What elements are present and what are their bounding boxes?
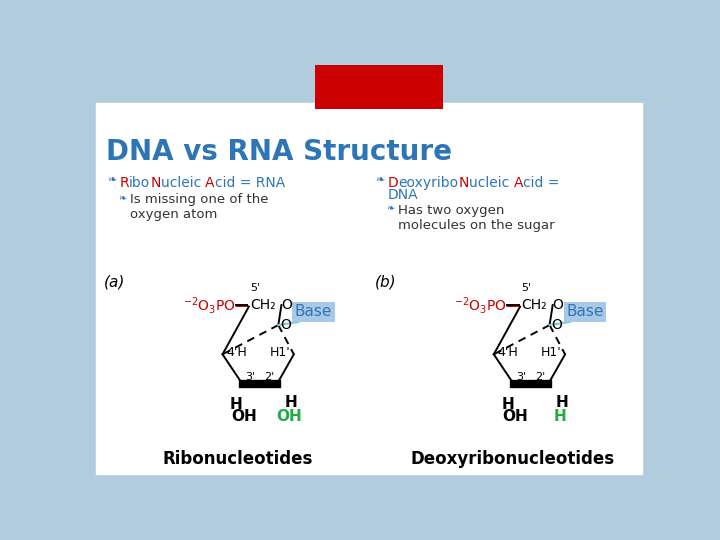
Text: ❧: ❧: [107, 174, 117, 185]
Text: H: H: [554, 409, 567, 424]
Text: ibo: ibo: [129, 177, 150, 191]
FancyBboxPatch shape: [315, 65, 443, 110]
Text: ❧: ❧: [375, 174, 384, 185]
Text: N: N: [459, 177, 469, 191]
Text: 4'H: 4'H: [226, 346, 247, 359]
Text: ❧: ❧: [387, 204, 395, 214]
Text: R: R: [120, 177, 129, 191]
Text: N: N: [150, 177, 161, 191]
Text: H: H: [284, 395, 297, 410]
Text: cid = RNA: cid = RNA: [215, 177, 285, 191]
Text: H1': H1': [541, 346, 562, 359]
Text: Deoxyribonucleotides: Deoxyribonucleotides: [410, 450, 614, 468]
Text: CH₂: CH₂: [522, 298, 547, 312]
Text: O: O: [282, 298, 292, 312]
Text: H: H: [556, 395, 568, 410]
Text: 3': 3': [517, 372, 527, 382]
Text: DNA: DNA: [387, 188, 418, 202]
Text: CH₂: CH₂: [251, 298, 276, 312]
Text: H: H: [230, 397, 243, 411]
Text: Base: Base: [295, 305, 332, 320]
Text: A: A: [513, 177, 523, 191]
Text: $^{-2}$O$_3$PO—: $^{-2}$O$_3$PO—: [183, 294, 250, 315]
Text: cid =: cid =: [523, 177, 559, 191]
Text: 3': 3': [246, 372, 256, 382]
Text: D: D: [387, 177, 398, 191]
FancyBboxPatch shape: [292, 302, 335, 322]
Text: ucleic: ucleic: [161, 177, 205, 191]
Text: OH: OH: [503, 409, 528, 424]
Text: O: O: [551, 318, 562, 332]
Text: O: O: [280, 318, 291, 332]
Text: 5': 5': [251, 284, 261, 294]
Text: H: H: [501, 397, 514, 411]
Text: (b): (b): [375, 274, 397, 289]
Text: O: O: [553, 298, 564, 312]
Text: ucleic: ucleic: [469, 177, 513, 191]
Text: 5': 5': [522, 284, 532, 294]
Text: ❧: ❧: [119, 193, 127, 203]
FancyBboxPatch shape: [564, 302, 606, 322]
Text: DNA vs RNA Structure: DNA vs RNA Structure: [106, 138, 451, 166]
Text: 2': 2': [535, 372, 546, 382]
Text: 2': 2': [264, 372, 274, 382]
FancyBboxPatch shape: [96, 103, 642, 475]
Text: Ribonucleotides: Ribonucleotides: [162, 450, 312, 468]
Text: Is missing one of the
oxygen atom: Is missing one of the oxygen atom: [130, 193, 268, 221]
Text: Has two oxygen
molecules on the sugar: Has two oxygen molecules on the sugar: [397, 204, 554, 232]
Text: A: A: [205, 177, 215, 191]
Text: Base: Base: [566, 305, 603, 320]
Text: OH: OH: [231, 409, 257, 424]
Text: OH: OH: [276, 409, 302, 424]
Text: $^{-2}$O$_3$PO—: $^{-2}$O$_3$PO—: [454, 294, 521, 315]
Text: H1': H1': [270, 346, 291, 359]
Text: 4'H: 4'H: [498, 346, 518, 359]
Text: (a): (a): [104, 274, 125, 289]
Text: eoxyribo: eoxyribo: [398, 177, 459, 191]
